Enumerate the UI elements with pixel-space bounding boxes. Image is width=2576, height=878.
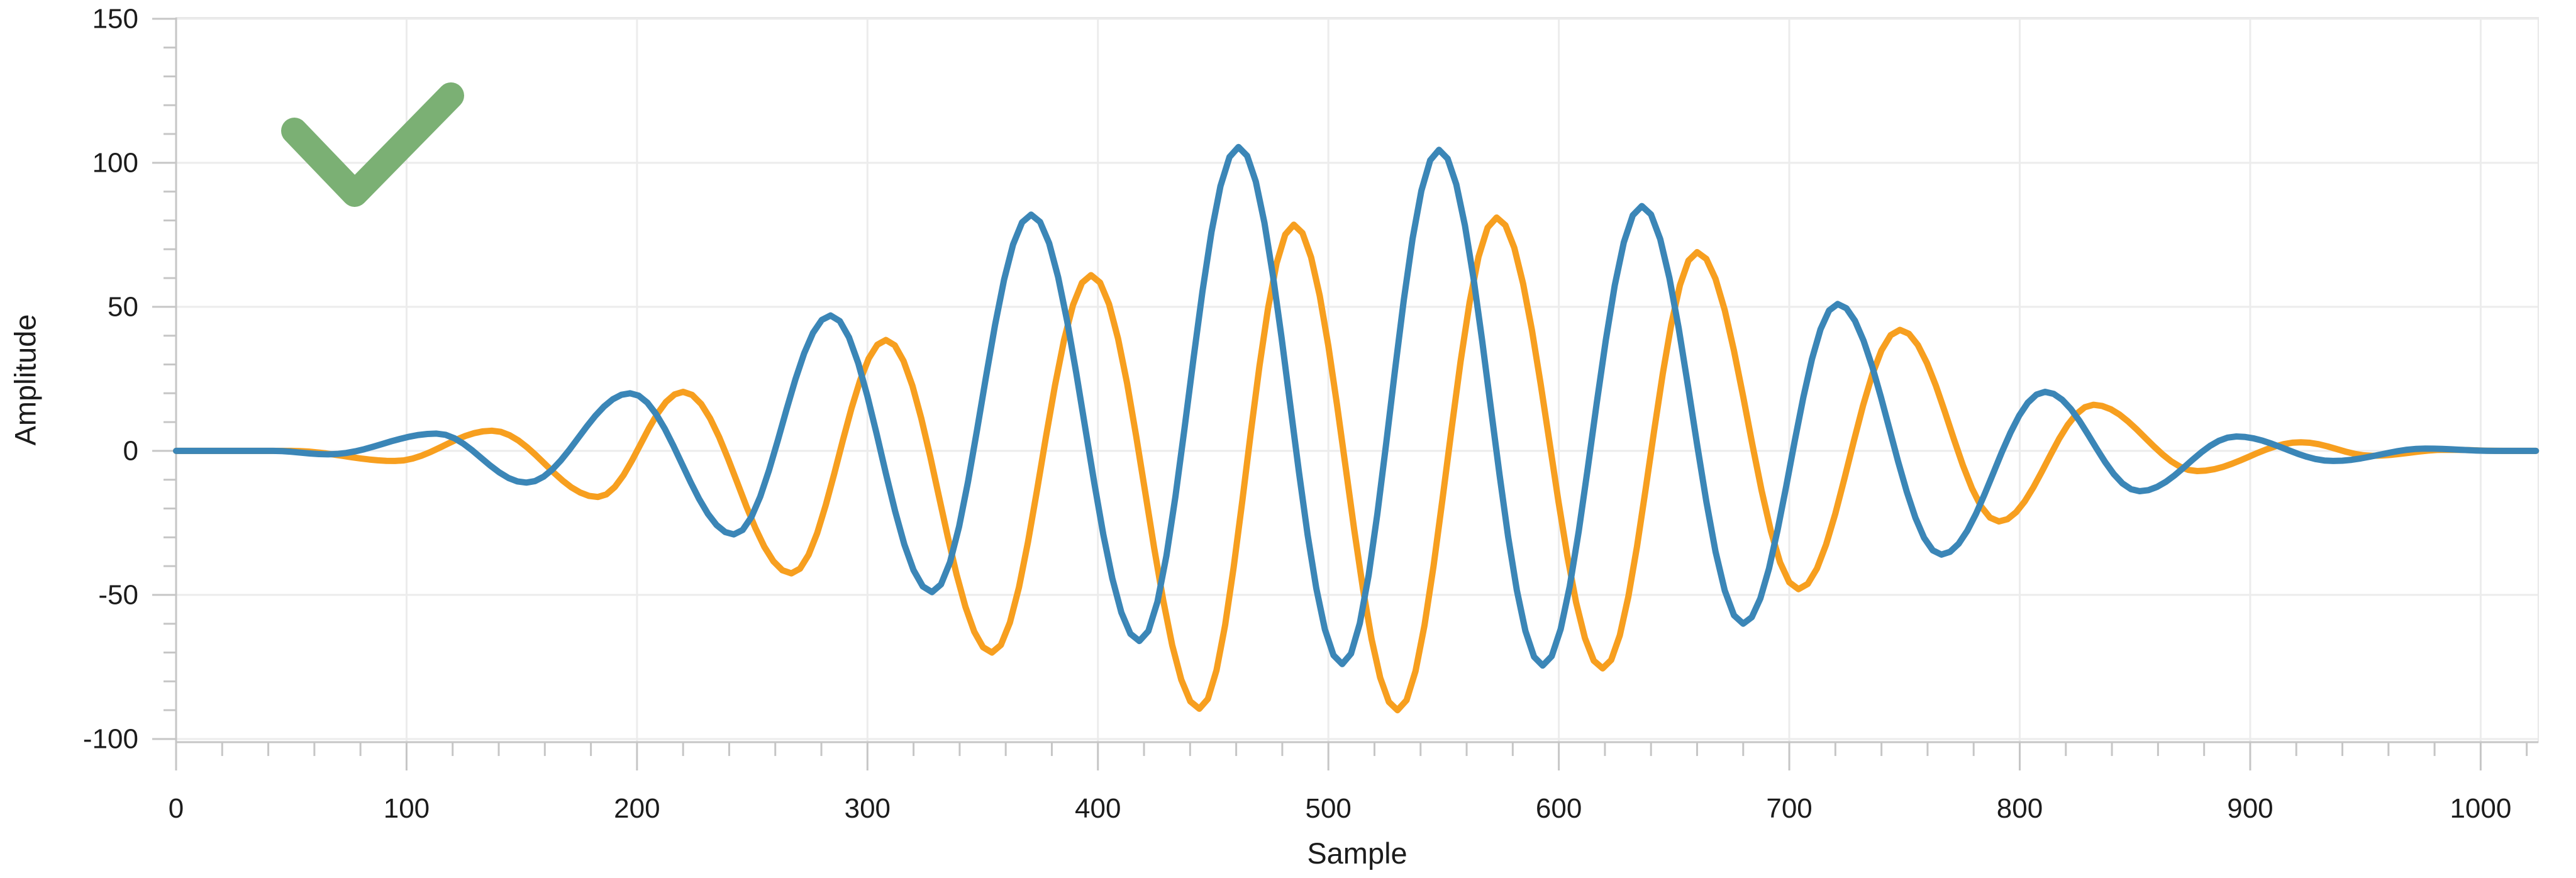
orange-wave-line (173, 214, 2540, 714)
checkmark-icon (281, 82, 464, 207)
tick-labels: 0 100 200 300 400 500 600 700 800 900 1000 -100 -50 0… (83, 3, 2511, 824)
y-tick-label: 50 (108, 291, 138, 322)
x-tick-label: 500 (1305, 793, 1351, 824)
y-axis-title: Amplitude (9, 314, 42, 446)
y-tick-label: -50 (98, 579, 138, 610)
blue-wave-line (173, 143, 2540, 669)
x-tick-label: 400 (1075, 793, 1121, 824)
axes (152, 17, 2539, 770)
y-tick-label: 0 (123, 435, 138, 466)
x-tick-label: 700 (1766, 793, 1812, 824)
x-tick-label: 200 (614, 793, 660, 824)
y-tick-label: 150 (92, 3, 138, 34)
x-tick-label: 0 (169, 793, 184, 824)
x-tick-label: 900 (2227, 793, 2273, 824)
x-tick-label: 1000 (2450, 793, 2511, 824)
x-tick-label: 100 (384, 793, 430, 824)
x-tick-label: 600 (1536, 793, 1582, 824)
x-axis-title: Sample (1307, 836, 1407, 870)
y-tick-label: -100 (83, 723, 138, 754)
x-tick-label: 300 (845, 793, 891, 824)
series-lines (173, 143, 2540, 714)
y-tick-label: 100 (92, 147, 138, 178)
x-tick-label: 800 (1997, 793, 2043, 824)
